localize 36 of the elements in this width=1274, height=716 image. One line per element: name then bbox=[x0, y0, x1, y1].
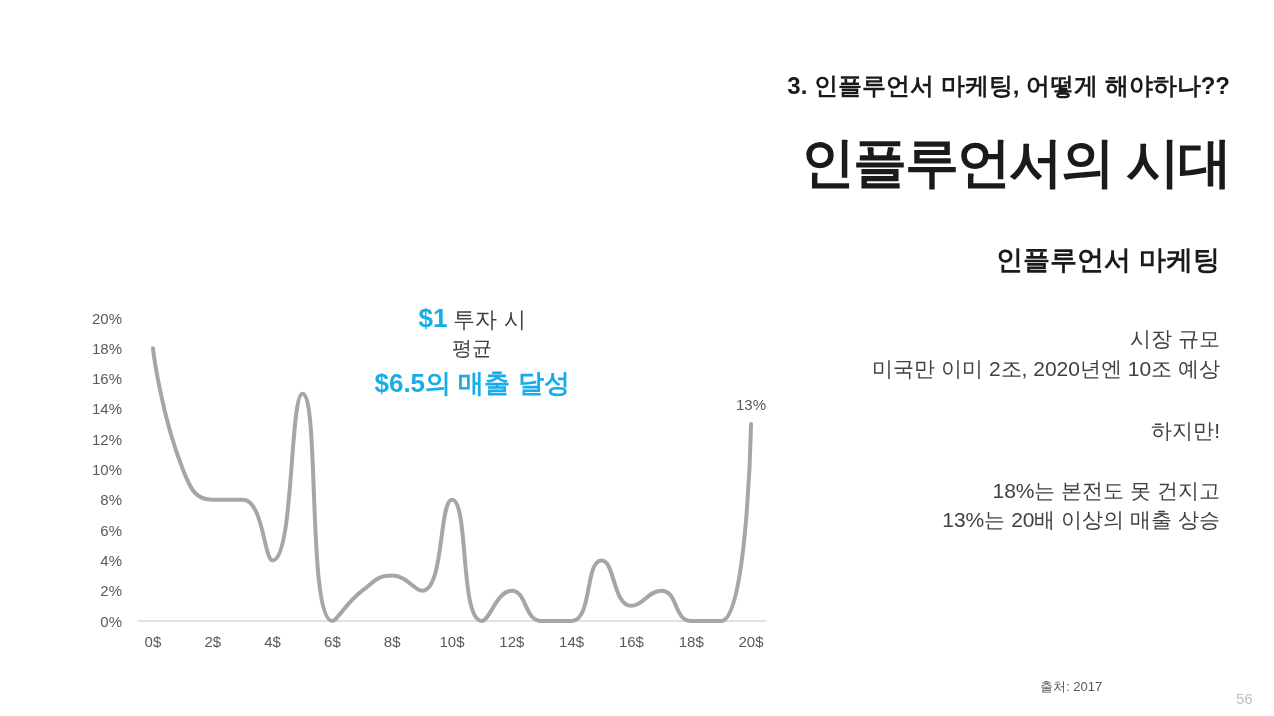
x-tick-label: 18$ bbox=[678, 633, 705, 650]
text: 3. 인플루언서 마케팅, 어떻게 해야하나?? bbox=[787, 72, 1230, 101]
y-tick-label: 2% bbox=[100, 582, 122, 600]
y-tick-label: 20% bbox=[91, 309, 122, 327]
source-note: 출처: 2017 bbox=[1040, 679, 1103, 695]
text: 13%는 20배 이상의 매출 상승 bbox=[942, 507, 1220, 533]
y-tick-label: 12% bbox=[91, 430, 122, 448]
annotation: $6.5의 매출 달성 bbox=[374, 368, 570, 400]
x-tick-label: 4$ bbox=[264, 633, 282, 650]
x-tick-label: 12$ bbox=[499, 633, 525, 650]
x-tick-label: 20$ bbox=[738, 633, 765, 650]
text: 미국만 이미 2조, 2020년엔 10조 예상 bbox=[872, 356, 1220, 382]
x-tick-label: 10$ bbox=[439, 633, 466, 650]
text: 18%는 본전도 못 건지고 bbox=[992, 478, 1220, 504]
y-tick-label: 0% bbox=[100, 612, 122, 630]
x-tick-label: 14$ bbox=[559, 633, 585, 650]
x-tick-label: 8$ bbox=[383, 633, 402, 650]
y-tick-label: 4% bbox=[100, 551, 122, 569]
y-tick-label: 14% bbox=[91, 400, 122, 418]
y-tick-label: 8% bbox=[100, 491, 122, 509]
data-label: 13% bbox=[736, 396, 767, 414]
y-tick-label: 16% bbox=[91, 370, 122, 388]
x-tick-label: 2$ bbox=[204, 633, 222, 650]
annotation: $1 투자 시 bbox=[418, 303, 526, 333]
y-tick-label: 18% bbox=[91, 339, 122, 357]
text: 인플루언서 마케팅 bbox=[996, 244, 1220, 277]
y-tick-label: 10% bbox=[91, 461, 122, 478]
text: 시장 규모 bbox=[1130, 326, 1220, 352]
annotation: 평균 bbox=[452, 336, 492, 360]
text: 인플루언서의 시대 bbox=[800, 131, 1230, 194]
text: 56 bbox=[1236, 690, 1253, 708]
x-tick-label: 16$ bbox=[618, 633, 645, 650]
y-tick-label: 6% bbox=[100, 521, 122, 539]
text: 하지만! bbox=[1151, 418, 1220, 444]
x-tick-label: 0$ bbox=[144, 633, 162, 650]
x-tick-label: 6$ bbox=[324, 633, 342, 650]
